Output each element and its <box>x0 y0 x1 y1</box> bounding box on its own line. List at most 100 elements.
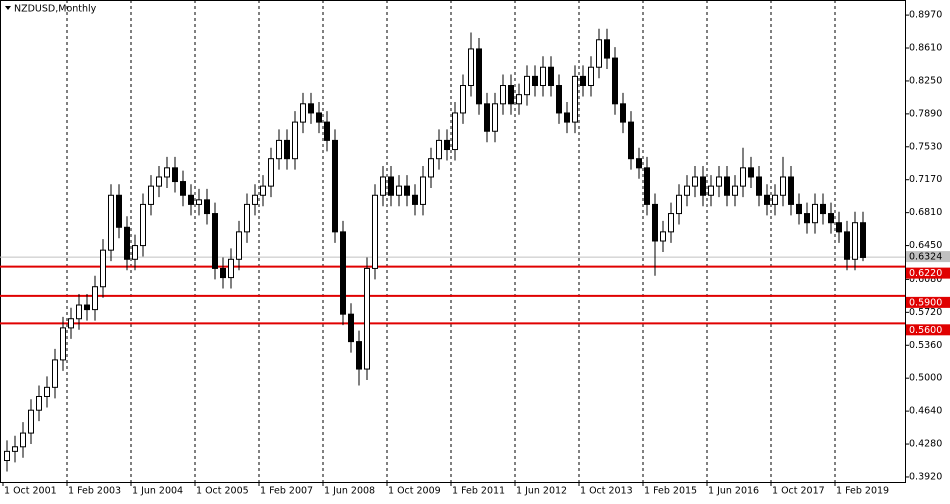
candle-body <box>820 203 826 215</box>
x-tick-label: 1 Feb 2015 <box>644 486 697 497</box>
candle-body <box>28 409 34 434</box>
candle-body <box>852 222 858 260</box>
level-label-box <box>906 324 950 336</box>
candle-body <box>468 48 474 87</box>
candle-body <box>508 85 514 105</box>
candle-body <box>108 194 114 251</box>
candle-body <box>844 231 850 260</box>
level-label-box <box>906 267 950 279</box>
x-tick-label: 1 Jun 2008 <box>324 486 375 497</box>
candle-body <box>140 203 146 247</box>
x-tick-label: 1 Oct 2009 <box>388 486 441 497</box>
candle-body <box>308 103 314 114</box>
level-label: 0.6220 <box>909 268 942 279</box>
y-tick-label: 0.4640 <box>909 406 942 417</box>
y-tick-label: 0.5000 <box>909 373 942 384</box>
x-tick-label: 1 Feb 2019 <box>836 486 889 497</box>
candle-body <box>692 176 698 187</box>
x-tick-label: 1 Feb 2007 <box>260 486 313 497</box>
candle-body <box>484 103 490 132</box>
level-label-box <box>906 296 950 308</box>
candle-body <box>164 167 170 178</box>
candle-body <box>772 194 778 205</box>
candle-body <box>580 75 586 87</box>
candle-body <box>612 57 618 105</box>
candle-body <box>748 167 754 178</box>
price-label: 0.6324 <box>909 252 942 263</box>
candle-body <box>780 176 786 196</box>
candle-body <box>684 185 690 196</box>
candle-body <box>316 112 322 123</box>
candle-body <box>500 85 506 105</box>
x-tick-label: 1 Jun 2016 <box>708 486 759 497</box>
candle-body <box>260 185 266 196</box>
candle-body <box>340 231 346 315</box>
candle-body <box>620 103 626 123</box>
candle-body <box>564 112 570 123</box>
candle-body <box>596 39 602 68</box>
candle-body <box>236 231 242 260</box>
x-tick-label: 1 Oct 2005 <box>196 486 249 497</box>
title-arrow <box>5 6 11 10</box>
candle-body <box>524 75 530 96</box>
y-tick-label: 0.7890 <box>909 108 942 119</box>
x-tick-label: 1 Feb 2003 <box>68 486 121 497</box>
candle-body <box>148 185 154 205</box>
candle-body <box>68 318 74 329</box>
candle-body <box>740 167 746 187</box>
x-tick-label: 1 Jun 2004 <box>132 486 183 497</box>
candle-body <box>628 121 634 160</box>
candle-body <box>716 176 722 187</box>
candle-body <box>52 359 58 388</box>
candle-body <box>188 194 194 205</box>
candle-body <box>116 194 122 228</box>
candle-body <box>396 185 402 196</box>
candle-body <box>644 167 650 205</box>
candle-body <box>76 304 82 320</box>
candle-body <box>532 75 538 87</box>
candle-body <box>660 231 666 242</box>
x-tick-label: 1 Jun 2012 <box>516 486 567 497</box>
y-tick-label: 0.6080 <box>909 274 942 285</box>
candle-body <box>356 341 362 370</box>
candle-body <box>4 450 10 462</box>
candle-body <box>788 176 794 205</box>
candle-body <box>764 194 770 205</box>
candle-body <box>92 286 98 311</box>
candle-body <box>460 85 466 114</box>
candle-body <box>332 139 338 233</box>
candle-body <box>836 222 842 233</box>
x-tick-label: 1 Oct 2017 <box>772 486 825 497</box>
candle-body <box>172 167 178 183</box>
candle-body <box>604 39 610 59</box>
candle-body <box>812 203 818 224</box>
candle-body <box>84 304 90 311</box>
candle-body <box>60 327 66 361</box>
candle-body <box>132 245 138 260</box>
candle-body <box>156 176 162 187</box>
price-label-box <box>906 251 950 263</box>
candle-body <box>668 213 674 233</box>
level-label: 0.5600 <box>909 325 942 336</box>
candle-body <box>676 194 682 215</box>
candle-body <box>364 267 370 370</box>
candle-body <box>412 194 418 205</box>
candle-body <box>380 176 386 196</box>
y-tick-label: 0.7170 <box>909 174 942 185</box>
candle-body <box>36 395 42 411</box>
candle-body <box>860 222 866 258</box>
candle-body <box>100 249 106 288</box>
candle-body <box>588 66 594 87</box>
candle-body <box>124 226 130 260</box>
y-tick-label: 0.4280 <box>909 439 942 450</box>
level-label: 0.5900 <box>909 297 942 308</box>
y-tick-label: 0.8250 <box>909 75 942 86</box>
candle-body <box>244 203 250 233</box>
candle-body <box>404 185 410 196</box>
y-tick-label: 0.8970 <box>909 10 942 21</box>
x-tick-label: 1 Oct 2013 <box>580 486 633 497</box>
candle-body <box>284 139 290 160</box>
candle-body <box>220 267 226 279</box>
